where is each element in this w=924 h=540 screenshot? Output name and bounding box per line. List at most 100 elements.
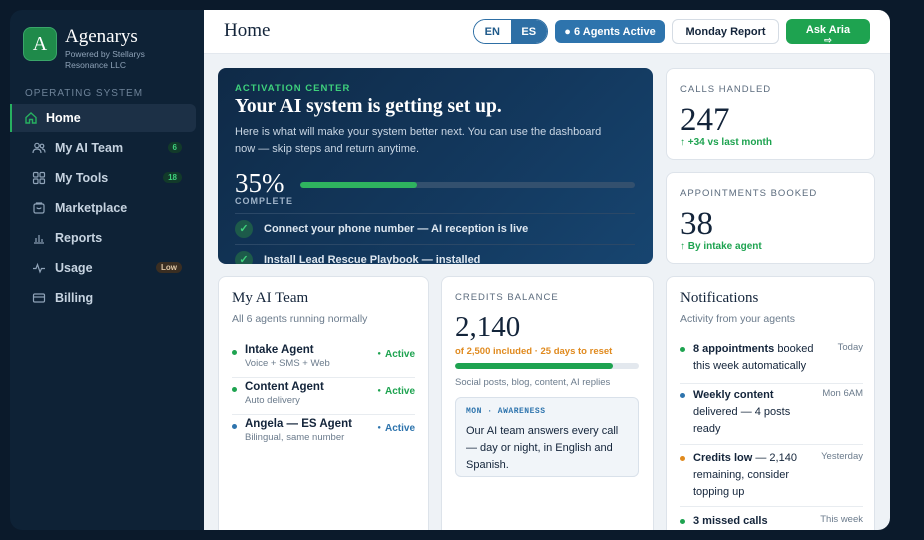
activation-step-text: Connect your phone number — AI reception… bbox=[264, 222, 529, 235]
agent-status: Active bbox=[377, 423, 415, 434]
activation-description: Here is what will make your system bette… bbox=[235, 126, 602, 155]
card-icon bbox=[32, 293, 46, 303]
language-toggle[interactable]: EN ES bbox=[473, 19, 548, 44]
agent-status: Active bbox=[377, 386, 415, 397]
sidebar-item-billing[interactable]: Billing bbox=[10, 284, 204, 312]
sidebar-item-home[interactable]: Home bbox=[10, 104, 196, 132]
notification-time: Today bbox=[837, 342, 863, 353]
activation-step[interactable]: ✓ Install Lead Rescue Playbook — install… bbox=[235, 244, 635, 264]
notification-item[interactable]: Weekly content delivered — 4 posts ready… bbox=[680, 387, 863, 445]
notification-text: 8 appointments booked this week automati… bbox=[693, 343, 814, 372]
status-dot bbox=[232, 387, 237, 392]
notification-dot bbox=[680, 347, 685, 352]
agent-name: Intake Agent bbox=[245, 344, 314, 356]
notification-item[interactable]: 8 appointments booked this week automati… bbox=[680, 341, 863, 384]
notification-item[interactable]: 3 missed calls This week bbox=[680, 513, 863, 530]
credits-label: CREDITS BALANCE bbox=[455, 292, 559, 303]
sidebar-item-label: Usage bbox=[55, 261, 93, 275]
activation-step-text: Install Lead Rescue Playbook — installed bbox=[264, 253, 481, 265]
brand-logo: A bbox=[23, 27, 57, 61]
activation-step[interactable]: ✓ Connect your phone number — AI recepti… bbox=[235, 213, 635, 243]
brand[interactable]: A Agenarys Powered by Stellarys Resonanc… bbox=[23, 27, 165, 71]
sidebar-item-marketplace[interactable]: Marketplace bbox=[10, 194, 204, 222]
activation-eyebrow: ACTIVATION CENTER bbox=[235, 83, 351, 94]
sidebar-nav: Home My AI Team 6 My Tools 18 Marketplac… bbox=[10, 104, 204, 314]
my-ai-team-card: My AI Team All 6 agents running normally… bbox=[218, 276, 429, 530]
calls-handled-card[interactable]: CALLS HANDLED 247 ↑ +34 vs last month bbox=[666, 68, 875, 160]
notifications-title: Notifications bbox=[680, 290, 759, 306]
calls-handled-value: 247 bbox=[680, 102, 730, 138]
lang-en-option[interactable]: EN bbox=[474, 20, 511, 43]
sidebar-item-reports[interactable]: Reports bbox=[10, 224, 204, 252]
activation-center-card: ACTIVATION CENTER Your AI system is gett… bbox=[218, 68, 653, 264]
agent-name: Content Agent bbox=[245, 381, 324, 393]
sidebar-item-label: Home bbox=[46, 111, 81, 125]
lang-es-option[interactable]: ES bbox=[510, 20, 547, 43]
notification-text: Weekly content delivered — 4 posts ready bbox=[693, 389, 791, 435]
top-header: Home EN ES ● 6 Agents Active Monday Repo… bbox=[204, 10, 890, 54]
notification-item[interactable]: Credits low — 2,140 remaining, consider … bbox=[680, 450, 863, 507]
notification-time: This week bbox=[820, 514, 863, 525]
agent-description: Voice + SMS + Web bbox=[245, 358, 330, 369]
appointments-value: 38 bbox=[680, 206, 713, 242]
sidebar: A Agenarys Powered by Stellarys Resonanc… bbox=[10, 10, 204, 530]
agents-active-pill[interactable]: ● 6 Agents Active bbox=[555, 20, 665, 43]
check-icon: ✓ bbox=[235, 250, 253, 264]
sidebar-item-my-ai-team[interactable]: My AI Team 6 bbox=[10, 134, 204, 162]
team-row[interactable]: Intake Agent Voice + SMS + Web Active bbox=[232, 342, 415, 378]
monday-report-button[interactable]: Monday Report bbox=[672, 19, 779, 44]
bar-chart-icon bbox=[34, 235, 44, 244]
sidebar-item-label: Marketplace bbox=[55, 201, 128, 215]
agent-count-badge: 6 bbox=[167, 142, 182, 153]
activation-progress-fill bbox=[300, 182, 418, 188]
notification-dot bbox=[680, 393, 685, 398]
sidebar-item-label: Reports bbox=[55, 231, 103, 245]
sidebar-item-label: Billing bbox=[55, 291, 94, 305]
appointments-trend: ↑ By intake agent bbox=[680, 241, 762, 252]
notification-text: Credits low — 2,140 remaining, consider … bbox=[693, 452, 797, 498]
team-row[interactable]: Angela — ES Agent Bilingual, same number… bbox=[232, 416, 415, 452]
sidebar-item-usage[interactable]: Usage Low bbox=[10, 254, 204, 282]
usage-low-badge: Low bbox=[156, 262, 182, 273]
team-row[interactable]: Content Agent Auto delivery Active bbox=[232, 379, 415, 415]
activation-title: Your AI system is getting set up. bbox=[235, 96, 502, 117]
brand-subtitle: Powered by Stellarys Resonance LLC bbox=[65, 49, 145, 70]
activation-progress-bar bbox=[300, 182, 635, 188]
notifications-subtitle: Activity from your agents bbox=[680, 313, 795, 325]
brand-name: Agenarys bbox=[65, 26, 138, 47]
team-title[interactable]: My AI Team bbox=[232, 290, 309, 306]
credits-uses: Social posts, blog, content, AI replies bbox=[455, 377, 611, 388]
notification-time: Yesterday bbox=[821, 451, 863, 462]
agent-status: Active bbox=[377, 349, 415, 360]
home-icon bbox=[25, 112, 37, 124]
notification-time: Mon 6AM bbox=[822, 388, 863, 399]
main-content: Home EN ES ● 6 Agents Active Monday Repo… bbox=[204, 10, 890, 530]
agent-name: Angela — ES Agent bbox=[245, 418, 352, 430]
users-icon bbox=[32, 142, 46, 154]
tool-count-badge: 18 bbox=[163, 172, 182, 183]
ask-aria-button[interactable]: Ask Aria ⇨ bbox=[786, 19, 870, 44]
status-dot bbox=[232, 350, 237, 355]
callout-text: Our AI team answers every call — day or … bbox=[466, 425, 619, 471]
agent-description: Auto delivery bbox=[245, 395, 300, 406]
notification-dot bbox=[680, 519, 685, 524]
status-dot bbox=[232, 424, 237, 429]
grid-icon bbox=[32, 171, 46, 185]
appointments-booked-card[interactable]: APPOINTMENTS BOOKED 38 ↑ By intake agent bbox=[666, 172, 875, 264]
callout-label: MON · AWARENESS bbox=[466, 407, 546, 416]
agent-description: Bilingual, same number bbox=[245, 432, 345, 443]
activity-icon bbox=[33, 262, 45, 274]
sidebar-item-label: My Tools bbox=[55, 171, 109, 185]
sidebar-item-my-tools[interactable]: My Tools 18 bbox=[10, 164, 204, 192]
content-callout[interactable]: MON · AWARENESS Our AI team answers ever… bbox=[455, 397, 639, 477]
ask-aria-label: Ask Aria bbox=[805, 24, 851, 36]
activation-percent: 35% bbox=[235, 168, 285, 198]
arrow-right-icon: ⇨ bbox=[824, 35, 832, 45]
check-icon: ✓ bbox=[235, 219, 253, 238]
sidebar-section-label: OPERATING SYSTEM bbox=[25, 88, 144, 99]
sidebar-item-label: My AI Team bbox=[55, 141, 124, 155]
notification-text: 3 missed calls bbox=[693, 515, 768, 527]
team-subtitle: All 6 agents running normally bbox=[232, 313, 368, 325]
credits-balance-card: CREDITS BALANCE 2,140 of 2,500 included … bbox=[441, 276, 654, 530]
credits-usage-bar bbox=[455, 363, 639, 369]
